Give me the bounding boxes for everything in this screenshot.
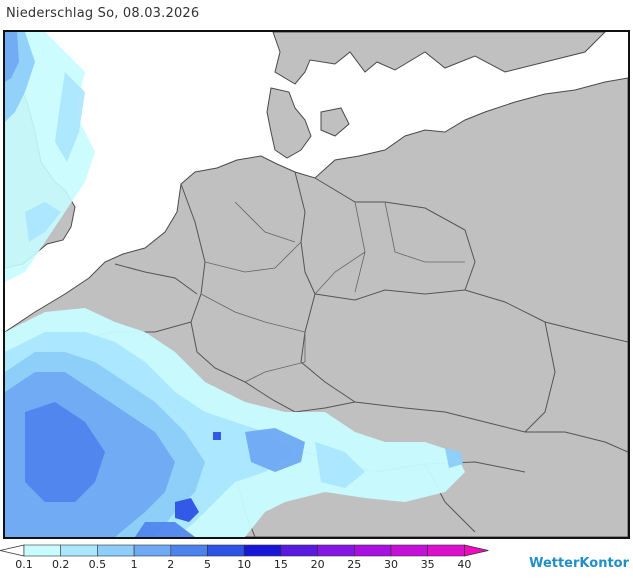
legend-tick-label: 20 xyxy=(311,558,325,571)
scandinavia-land xyxy=(272,32,606,85)
legend-swatch xyxy=(97,544,135,557)
brand-name: WetterKontor xyxy=(529,556,629,571)
state-borders xyxy=(200,201,465,383)
legend-tick-label: 35 xyxy=(421,558,435,571)
legend-scale: 0.1 0.2 0.5 1 2 5 10 15 20 25 30 35 40 xyxy=(0,544,489,571)
map-title: Niederschlag So, 08.03.2026 xyxy=(6,6,200,21)
legend-swatch xyxy=(427,544,465,557)
legend-tick-label: 0.1 xyxy=(15,558,33,571)
zealand-island xyxy=(320,107,350,137)
precipitation-legend: 0.1 0.2 0.5 1 2 5 10 15 20 25 30 35 40 xyxy=(0,543,633,580)
legend-tick-label: 10 xyxy=(237,558,251,571)
legend-swatch xyxy=(133,544,172,557)
legend-tick-label: 2 xyxy=(167,558,174,571)
denmark-land xyxy=(266,87,312,159)
legend-arrow-right xyxy=(463,544,489,557)
legend-swatch xyxy=(207,544,245,557)
legend-arrow-left xyxy=(0,544,25,557)
legend-swatch xyxy=(170,544,208,557)
legend-tick-label: 0.5 xyxy=(89,558,107,571)
legend-swatch xyxy=(390,544,429,557)
legend-swatch xyxy=(60,544,98,557)
legend-swatch xyxy=(23,544,62,557)
brand-logo: WetterKontor xyxy=(529,556,629,571)
legend-swatch xyxy=(243,544,282,557)
legend-tick-label: 5 xyxy=(204,558,211,571)
precipitation-map[interactable] xyxy=(3,30,630,539)
legend-tick-label: 25 xyxy=(347,558,361,571)
legend-tick-label: 0.2 xyxy=(52,558,70,571)
legend-swatch xyxy=(317,544,355,557)
legend-tick-label: 40 xyxy=(457,558,471,571)
legend-swatch xyxy=(353,544,392,557)
legend-tick-label: 1 xyxy=(131,558,138,571)
map-canvas xyxy=(5,32,628,537)
precipitation-overlay xyxy=(5,32,465,537)
legend-tick-label: 15 xyxy=(274,558,288,571)
legend-tick-label: 30 xyxy=(384,558,398,571)
legend-swatch xyxy=(280,544,318,557)
